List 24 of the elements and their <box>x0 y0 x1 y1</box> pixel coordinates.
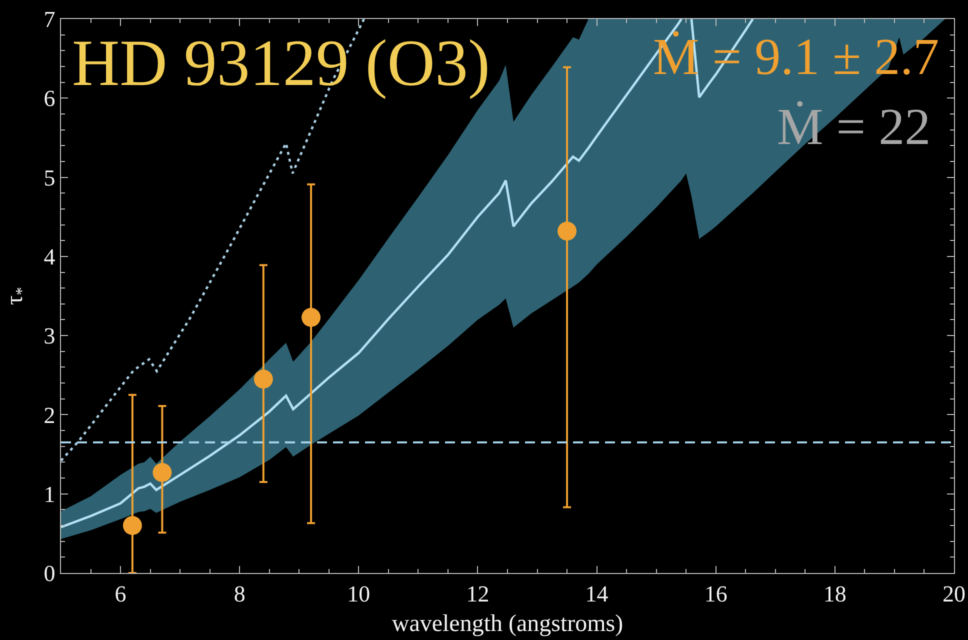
x-tick-label: 18 <box>823 582 846 607</box>
x-axis-title: wavelength (angstroms) <box>392 611 624 637</box>
chart-title: HD 93129 (O3) <box>72 27 490 100</box>
x-tick-label: 16 <box>704 582 728 607</box>
x-tick-label: 14 <box>585 582 609 607</box>
y-tick-label: 3 <box>44 324 56 349</box>
y-tick-label: 5 <box>44 165 56 190</box>
y-tick-label: 0 <box>44 561 56 586</box>
y-tick-label: 1 <box>44 482 56 507</box>
x-tick-label: 12 <box>466 582 490 607</box>
point <box>152 462 172 482</box>
point <box>302 308 321 327</box>
x-tick-label: 8 <box>234 582 246 607</box>
y-tick-label: 4 <box>44 244 56 270</box>
point <box>254 370 273 389</box>
y-tick-label: 2 <box>44 402 56 428</box>
x-tick-label: 20 <box>942 582 966 607</box>
y-tick-label: 7 <box>44 7 56 32</box>
annotation: Ṁ = 22 <box>777 99 931 156</box>
y-tick-label: 6 <box>44 86 56 112</box>
x-tick-label: 10 <box>347 582 370 607</box>
x-tick-label: 6 <box>114 582 126 607</box>
point <box>122 516 142 535</box>
point <box>558 222 577 241</box>
